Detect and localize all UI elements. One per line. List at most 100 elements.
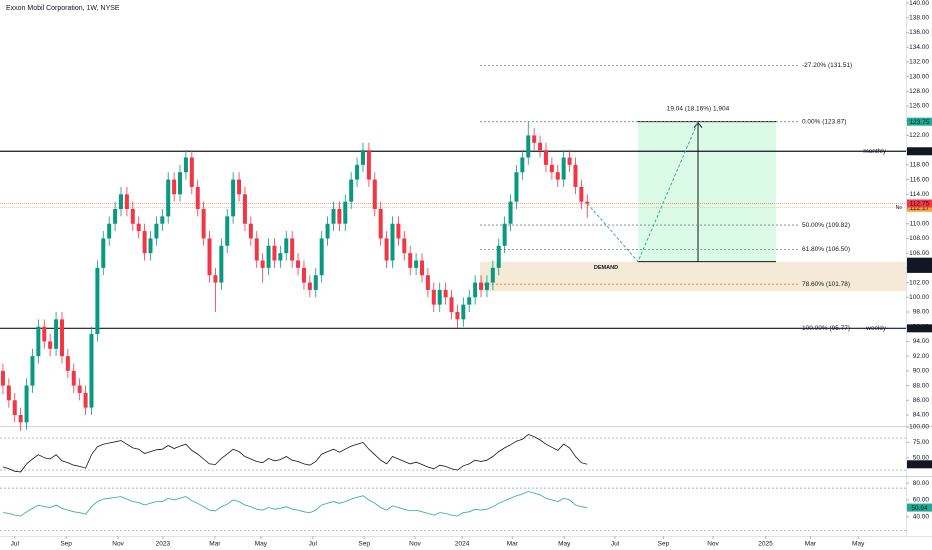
- candle-body: [83, 392, 88, 408]
- x-tick-label: Jul: [11, 541, 20, 548]
- level-label: weekly: [865, 325, 887, 332]
- x-tick-label: 2024: [455, 541, 470, 548]
- y-tick-label: 110.00: [910, 220, 930, 227]
- x-tick-label: Jul: [611, 541, 620, 548]
- y-tick-label: 118.00: [910, 162, 930, 169]
- candle-body: [431, 289, 436, 305]
- candle-body: [325, 223, 330, 239]
- x-tick-label: 2025: [758, 541, 773, 548]
- y-tick-label: 134.00: [909, 44, 929, 51]
- candle-body: [54, 319, 59, 349]
- y-tick-label: 114.00: [910, 191, 930, 198]
- y-tick-label: 108.00: [909, 235, 929, 242]
- candle-body: [201, 209, 206, 239]
- candle-body: [384, 238, 389, 261]
- candle-body: [420, 260, 425, 276]
- y-tick-label: 60.00: [913, 497, 930, 504]
- x-tick-label: May: [255, 541, 268, 548]
- zone-badge-bg: [907, 264, 932, 273]
- indicator-line: [2, 433, 588, 473]
- x-tick-label: Mar: [507, 541, 519, 548]
- x-tick-label: Nov: [112, 541, 124, 548]
- candle-body: [242, 194, 247, 224]
- x-tick-label: Sep: [358, 541, 370, 548]
- candle-body: [473, 282, 478, 298]
- position-box: [638, 121, 776, 262]
- candle-body: [484, 282, 489, 290]
- candle-body: [225, 216, 230, 246]
- y-tick-label: 100.00: [909, 424, 929, 431]
- fib-label: 61.80% (106.50): [802, 246, 850, 253]
- demand-zone: [480, 261, 906, 292]
- candle-body: [355, 164, 360, 180]
- candle-body: [319, 238, 324, 276]
- candle-body: [349, 179, 354, 202]
- candle-body: [178, 172, 183, 195]
- y-tick-label: 102.00: [909, 279, 929, 286]
- candle-body: [172, 179, 177, 195]
- y-tick-label: 100.00: [909, 294, 929, 301]
- fib-label: -27.20% (131.51): [802, 62, 852, 69]
- candle-body: [6, 385, 11, 401]
- zone-badge: 104.84: [910, 259, 930, 266]
- candle-body: [467, 297, 472, 305]
- indicator-badge-bg: [907, 503, 932, 512]
- candle-body: [113, 209, 118, 224]
- y-tick-label: 84.00: [913, 412, 930, 419]
- zone-badge: 104.81: [910, 266, 930, 273]
- candle-body: [455, 312, 460, 320]
- candle-body: [337, 209, 342, 224]
- last-price-badge-bg: [907, 203, 932, 212]
- candle-body: [290, 238, 295, 261]
- candle-body: [543, 150, 548, 165]
- y-tick-label: 40.00: [913, 514, 930, 521]
- candle-body: [65, 356, 70, 371]
- fib-label: 0.00% (123.87): [802, 118, 846, 125]
- candle-body: [260, 260, 265, 268]
- candle-body: [296, 260, 301, 268]
- last-price-badge: 112.75: [910, 201, 930, 208]
- y-tick-label: 90.00: [913, 368, 930, 375]
- candle-body: [278, 253, 283, 261]
- y-tick-label: 106.00: [909, 250, 929, 257]
- candle-body: [136, 223, 141, 232]
- candle-body: [107, 223, 112, 239]
- y-tick-label: 50.00: [913, 454, 930, 461]
- candle-body: [266, 245, 271, 268]
- candle-body: [520, 157, 525, 173]
- y-tick-label: 136.00: [909, 29, 929, 36]
- candle-body: [514, 172, 519, 202]
- candle-body: [408, 253, 413, 268]
- last-price-tag: No: [896, 205, 903, 211]
- level-badge: 119.85: [910, 148, 930, 155]
- chart-title: Exxon Mobil Corporation, 1W, NYSE: [6, 5, 120, 12]
- candle-body: [538, 142, 543, 151]
- position-arrow-head: [693, 121, 703, 128]
- candle-body: [148, 238, 153, 254]
- candle-body: [142, 231, 147, 254]
- y-tick-label: 116.00: [910, 176, 930, 183]
- candle-body: [248, 223, 253, 239]
- demand-label: DEMAND: [594, 265, 618, 271]
- projection-path: [586, 121, 699, 263]
- candle-body: [443, 289, 448, 298]
- candle-body: [425, 275, 430, 290]
- candle-body: [183, 157, 188, 173]
- candle-body: [555, 172, 560, 180]
- indicator-line: [2, 491, 588, 517]
- candle-body: [77, 385, 82, 393]
- candle-body: [89, 334, 94, 408]
- candle-body: [331, 209, 336, 224]
- y-tick-label: 80.00: [913, 480, 930, 487]
- candle-body: [166, 179, 171, 217]
- y-tick-label: 98.00: [913, 309, 930, 316]
- candle-body: [284, 238, 289, 254]
- fib-label: 78.60% (101.78): [802, 281, 850, 288]
- level-badge: 95.78: [911, 326, 928, 333]
- candle-body: [18, 414, 23, 423]
- candle-body: [567, 157, 572, 165]
- candle-body: [118, 194, 123, 210]
- y-tick-label: 126.00: [909, 103, 929, 110]
- x-tick-label: May: [558, 541, 571, 548]
- indicator-badge: 39.40: [911, 462, 928, 469]
